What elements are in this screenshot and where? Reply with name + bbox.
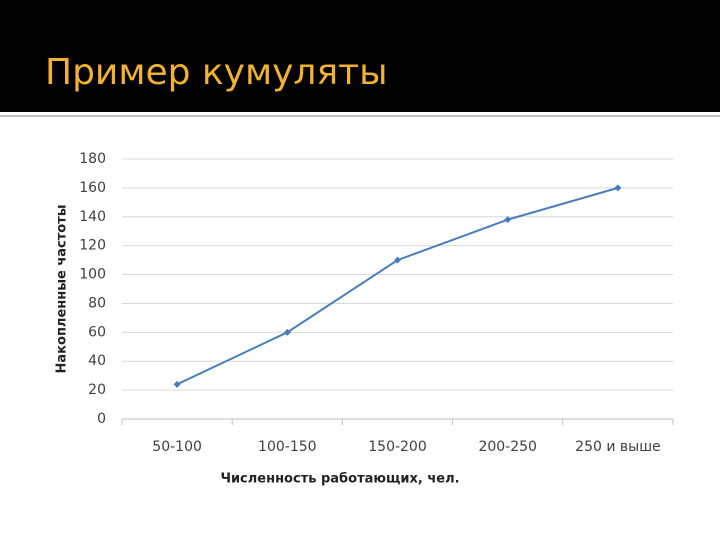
series-line	[176, 186, 619, 386]
y-tick-label: 120	[79, 238, 106, 254]
data-point	[283, 328, 291, 336]
data-point	[614, 184, 622, 192]
y-tick-label: 140	[79, 209, 106, 225]
x-tick-label: 150-200	[368, 439, 427, 455]
x-tick-label: 100-150	[258, 439, 317, 455]
y-tick-label: 80	[88, 295, 106, 311]
y-tick-label: 180	[79, 151, 106, 167]
y-tick-label: 0	[97, 411, 106, 427]
data-point	[394, 256, 401, 264]
y-axis-title: Накопленные частоты	[55, 205, 70, 374]
slide-title: Пример кумуляты	[45, 52, 388, 93]
y-tick-label: 160	[79, 180, 106, 196]
y-tick-label: 40	[88, 353, 106, 369]
y-tick-label: 100	[79, 267, 106, 283]
y-tick-label: 60	[88, 324, 106, 340]
data-point	[504, 216, 512, 224]
data-point	[173, 380, 181, 388]
x-axis-title: Численность работающих, чел.	[220, 472, 459, 487]
x-tick-label: 200-250	[478, 439, 537, 455]
x-tick-label: 250 и выше	[575, 439, 660, 455]
y-tick-label: 20	[88, 382, 106, 398]
x-tick-label: 50-100	[152, 439, 202, 455]
header-band	[0, 0, 720, 112]
